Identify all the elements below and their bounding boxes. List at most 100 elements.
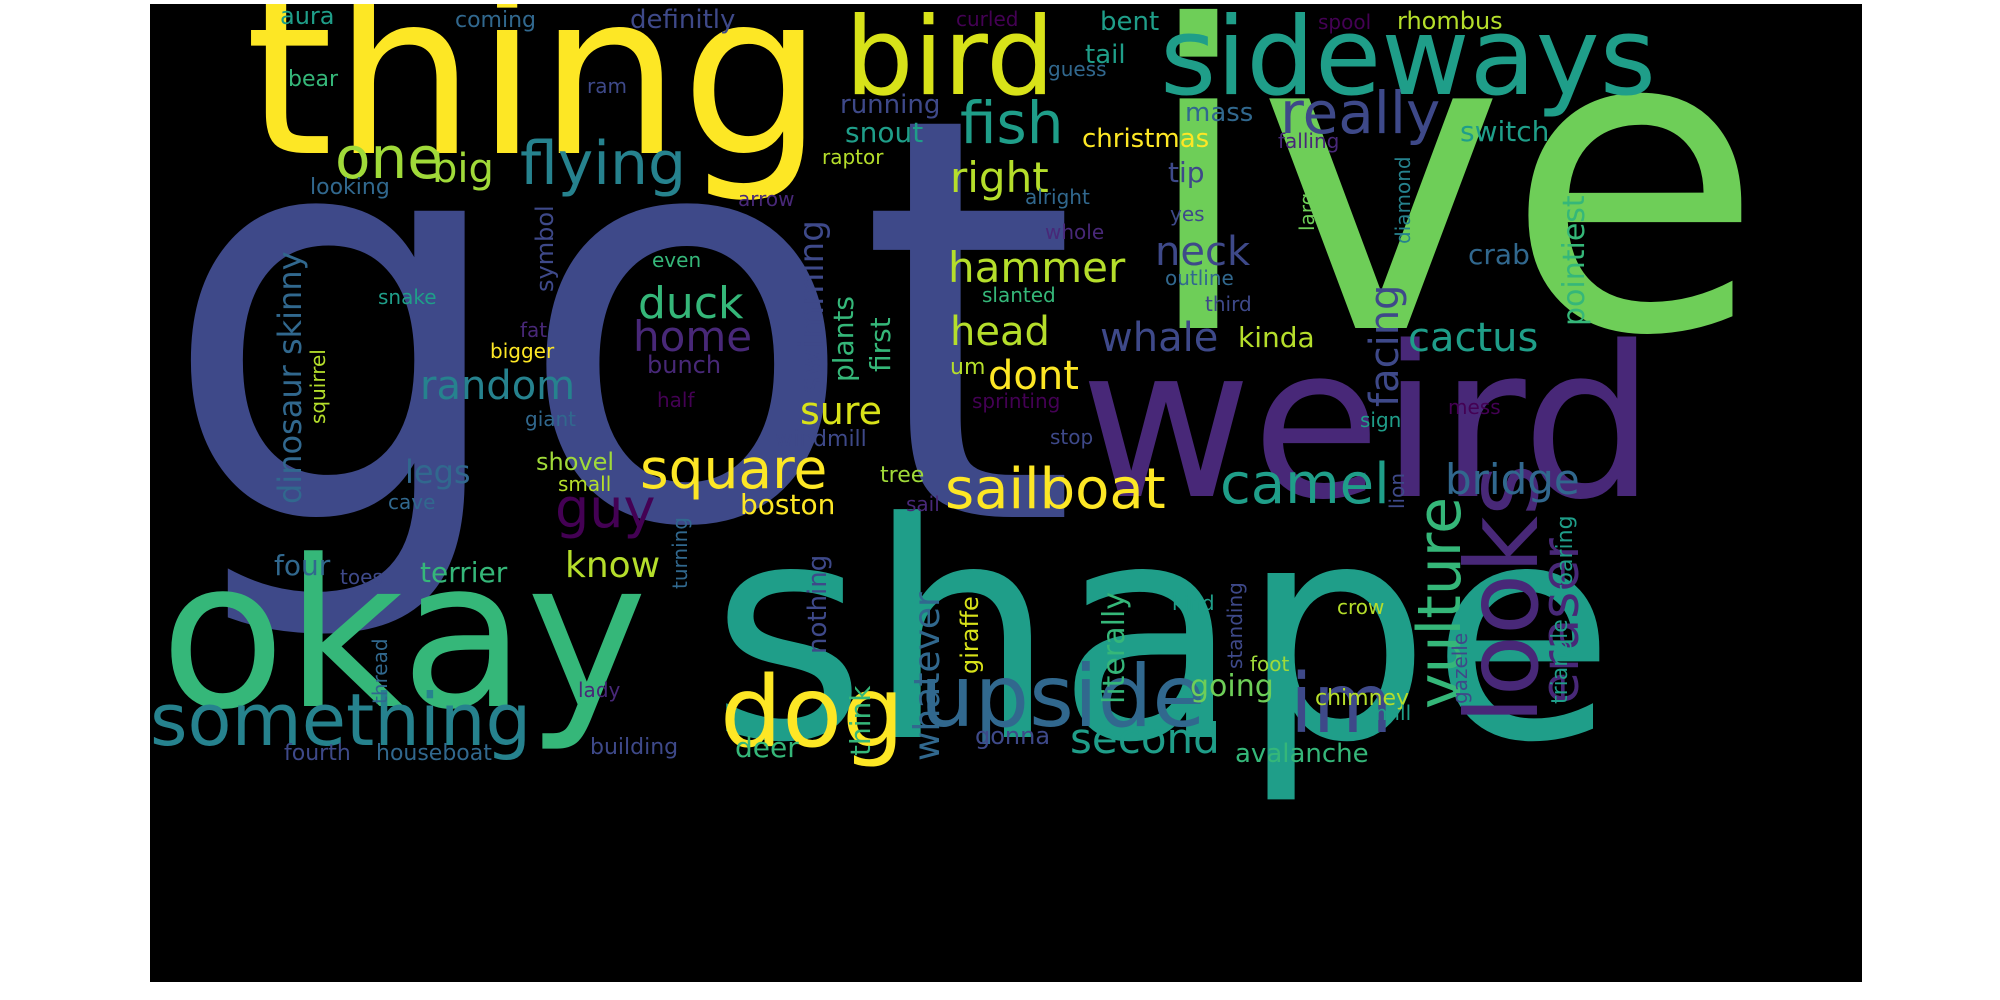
word-got: got [160, 4, 1078, 650]
word-whale: whale [1100, 315, 1219, 361]
word-snout: snout [845, 116, 924, 149]
word-upside: upside [920, 647, 1206, 747]
word-large: large [1295, 180, 1319, 231]
word-think: think [844, 685, 877, 756]
word-triangle: triangle [1548, 619, 1573, 704]
word-tail: tail [1085, 40, 1126, 70]
word-half: half [657, 388, 695, 412]
word-dinosaur-skinny: dinosaur skinny [271, 251, 309, 504]
word-sideways: sideways [1160, 4, 1656, 120]
word-thing: thing [245, 4, 824, 207]
word-avalanche: avalanche [1235, 739, 1369, 769]
word-squirrel: squirrel [306, 349, 330, 424]
word-tree: tree [880, 463, 925, 488]
word-standing: standing [1223, 582, 1247, 669]
word-facing: facing [1362, 284, 1408, 407]
word-one: one [335, 124, 443, 192]
word-foot: foot [1250, 652, 1290, 676]
word-something: something [150, 678, 532, 762]
word-guy: guy [555, 477, 656, 540]
word-flying: flying [520, 129, 687, 199]
word-bird: bird [845, 4, 1055, 120]
word-stop: stop [1050, 425, 1094, 449]
word-home: home [633, 312, 753, 361]
word-turning: turning [668, 517, 692, 589]
word-fish: fish [960, 89, 1064, 157]
word-second: second [1070, 714, 1220, 763]
word-spool: spool [1318, 10, 1372, 34]
word-whole: whole [1045, 220, 1105, 244]
word-shape: shape [710, 459, 1616, 808]
word-random: random [420, 363, 576, 409]
word-fat: fat [520, 318, 548, 342]
word-cactus: cactus [1408, 315, 1539, 361]
word-fourth: fourth [284, 741, 351, 766]
word-im: im [1290, 657, 1393, 752]
word-mill: mill [1375, 701, 1412, 725]
word-houseboat: houseboat [376, 741, 492, 766]
word-slanted: slanted [982, 283, 1056, 307]
word-bridge: bridge [1445, 455, 1580, 504]
word-legs: legs [405, 453, 471, 491]
word-windmill: windmill [775, 427, 867, 452]
word-sailboat: sailboat [945, 457, 1166, 522]
word-dog: dog [720, 656, 905, 770]
word-um: um [950, 355, 986, 380]
word-cave: cave [388, 490, 436, 514]
word-sail: sail [906, 492, 940, 516]
word-switch: switch [1460, 115, 1550, 148]
word-gonna: gonna [975, 722, 1051, 750]
word-falling: falling [1278, 129, 1340, 153]
word-gazelle: gazelle [1448, 632, 1472, 704]
word-nothing: nothing [803, 554, 833, 654]
word-aura: aura [280, 4, 335, 30]
word-thread: thread [368, 638, 392, 704]
word-yes: yes [1170, 202, 1205, 226]
word-deer: deer [735, 731, 799, 764]
word-small: small [558, 472, 612, 496]
word-cloud: got ive shape thing weird okay sideways … [150, 4, 1862, 982]
word-snake: snake [378, 285, 437, 309]
word-running: running [840, 90, 941, 120]
word-christmas: christmas [1082, 124, 1210, 154]
word-camel: camel [1220, 452, 1390, 517]
word-crab: crab [1468, 238, 1530, 271]
word-lady: lady [578, 678, 621, 702]
word-duck: duck [638, 278, 744, 329]
word-hammer: hammer [948, 243, 1126, 292]
word-giant: giant [525, 407, 577, 431]
word-shovel: shovel [536, 448, 615, 476]
word-arrow: arrow [738, 187, 795, 211]
word-roaring: roaring [1553, 515, 1578, 594]
word-really: really [1280, 79, 1441, 147]
word-dont: dont [988, 353, 1079, 399]
word-even: even [652, 248, 702, 272]
word-raptor: raptor [822, 145, 884, 169]
word-bent: bent [1100, 7, 1160, 37]
word-whatever: whatever [907, 592, 948, 761]
word-literally: literally [1097, 591, 1132, 704]
word-pointiest: pointiest [1557, 195, 1592, 326]
word-know: know [565, 545, 661, 586]
word-four: four [274, 549, 331, 582]
word-rhombus: rhombus [1397, 7, 1503, 35]
word-building: building [590, 735, 679, 760]
word-kinda: kinda [1238, 321, 1315, 354]
word-ive: ive [1140, 4, 1764, 428]
word-crow: crow [1337, 595, 1385, 619]
word-alright: alright [1025, 185, 1090, 209]
word-terrier: terrier [420, 556, 508, 589]
word-sign: sign [1360, 408, 1402, 432]
word-toes: toes [340, 565, 383, 589]
word-tip: tip [1168, 156, 1205, 189]
word-mass: mass [1185, 98, 1254, 128]
word-sure: sure [800, 389, 883, 433]
word-swimming: swimming [792, 220, 832, 394]
word-outline: outline [1165, 266, 1234, 290]
word-boston: boston [740, 488, 836, 521]
word-ram: ram [587, 74, 627, 98]
word-head: head [950, 309, 1050, 355]
word-coming: coming [455, 8, 537, 33]
word-diamond: diamond [1391, 156, 1415, 244]
word-plants: plants [827, 295, 860, 382]
